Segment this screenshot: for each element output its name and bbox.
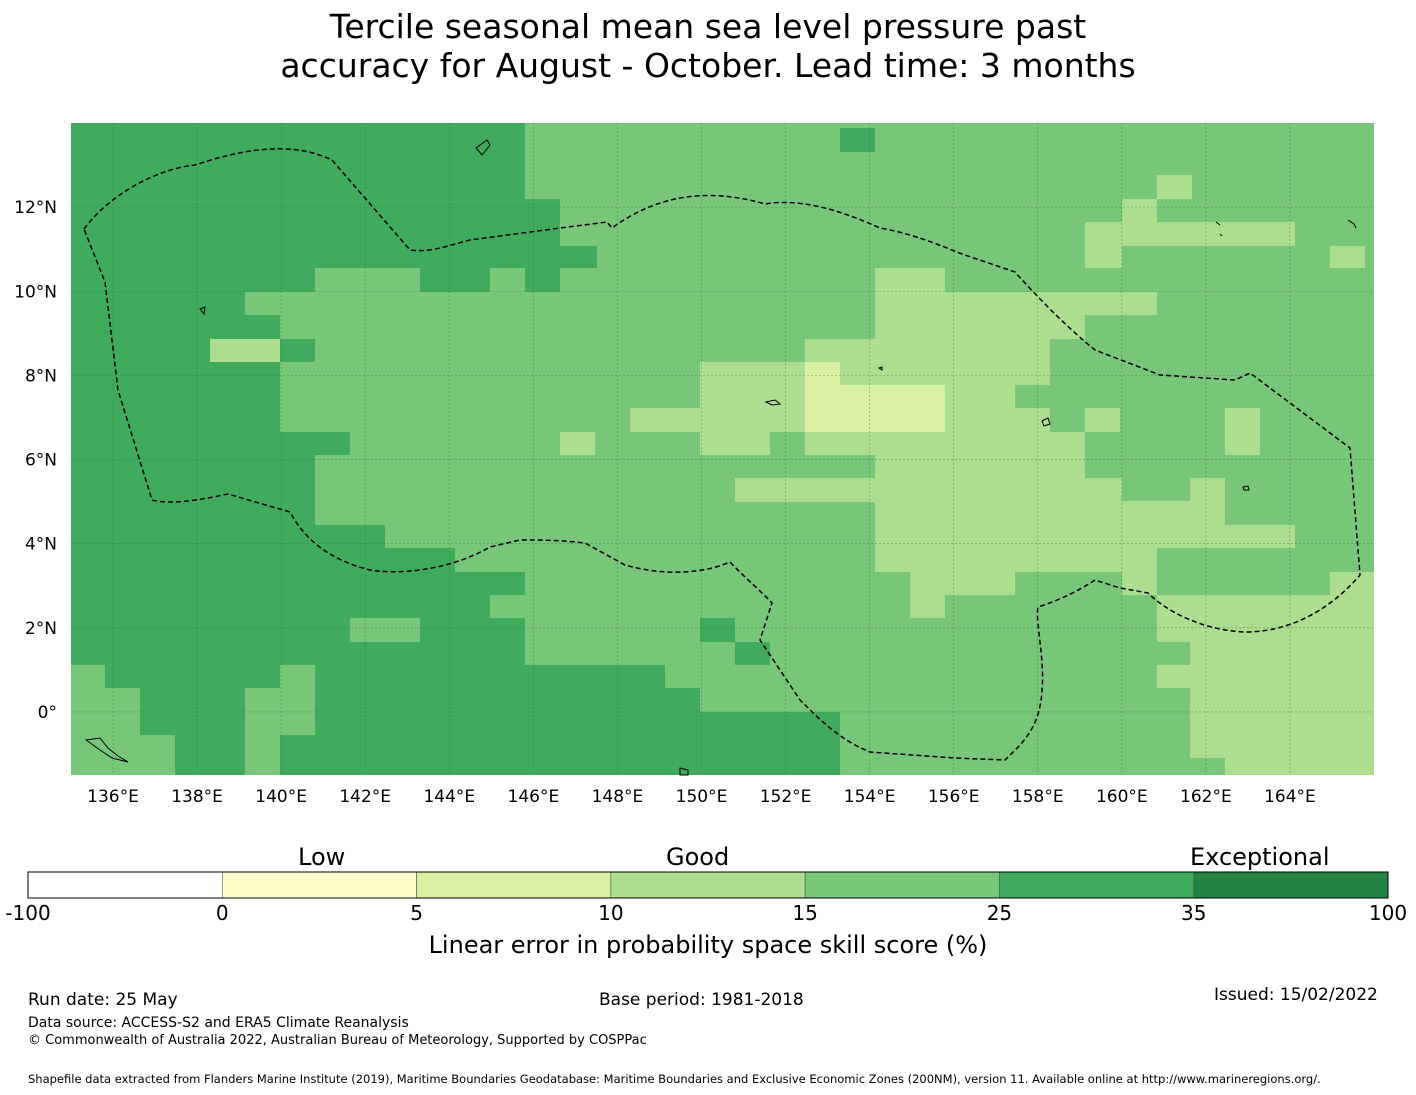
run-date: Run date: 25 May (28, 990, 178, 1010)
longitude-tick-label: 160°E (1096, 787, 1148, 807)
skill-region-low (805, 362, 945, 432)
skill-cell (1157, 175, 1192, 199)
data-source: Data source: ACCESS-S2 and ERA5 Climate … (28, 1015, 409, 1031)
eez-boundary (83, 148, 1361, 761)
colorbar-tick-label: 15 (792, 901, 817, 925)
longitude-tick-label: 140°E (255, 787, 307, 807)
latitude-tick-label: 2°N (25, 619, 57, 639)
map-title: Tercile seasonal mean sea level pressure… (0, 7, 1416, 85)
colorbar-swatch (804, 871, 1000, 899)
colorbar-swatch (221, 871, 417, 899)
longitude-tick-label: 138°E (171, 787, 223, 807)
colorbar-outline (27, 871, 1389, 899)
longitude-tick-label: 152°E (760, 787, 812, 807)
colorbar-tick-label: 0 (216, 901, 229, 925)
skill-cell (735, 642, 770, 665)
skill-region-medium-southeast (1122, 572, 1374, 775)
skill-cell (1330, 246, 1365, 268)
skill-region-high-west-main (71, 123, 840, 775)
copyright: © Commonwealth of Australia 2022, Austra… (28, 1033, 647, 1048)
issued-date: Issued: 15/02/2022 (1214, 985, 1378, 1005)
colorbar-category-exceptional: Exceptional (1190, 843, 1330, 871)
colorbar-tick-label: -100 (5, 901, 50, 925)
skill-cell (700, 618, 735, 642)
map-panel (71, 123, 1374, 776)
skill-cell (1122, 199, 1157, 222)
skill-cell (1225, 408, 1260, 455)
title-line-2: accuracy for August - October. Lead time… (280, 46, 1136, 85)
islands (84, 139, 1357, 776)
colorbar-swatch (999, 871, 1195, 899)
latitude-tick-label: 8°N (25, 366, 57, 386)
base-period: Base period: 1981-2018 (599, 990, 804, 1010)
longitude-tick-label: 136°E (87, 787, 139, 807)
latitude-labels: 12°N 10°N 8°N 6°N 4°N 2°N 0° (14, 198, 57, 723)
gridlines (71, 123, 1374, 775)
latitude-tick-label: 0° (38, 703, 57, 723)
longitude-tick-label: 164°E (1264, 787, 1316, 807)
skill-cell (560, 432, 595, 455)
title-line-1: Tercile seasonal mean sea level pressure… (329, 7, 1087, 46)
colorbar-tick-label: 100 (1369, 901, 1407, 925)
colorbar-category-good: Good (666, 843, 730, 871)
skill-cell (350, 618, 420, 642)
longitude-tick-label: 162°E (1180, 787, 1232, 807)
colorbar-swatch (610, 871, 806, 899)
colorbar-tick-label: 10 (598, 901, 623, 925)
latitude-tick-label: 12°N (14, 198, 57, 218)
longitude-labels: 136°E 138°E 140°E 142°E 144°E 146°E 148°E 150°E… (87, 787, 1316, 807)
longitude-tick-label: 150°E (676, 787, 728, 807)
longitude-tick-label: 154°E (844, 787, 896, 807)
colorbar-category-low: Low (298, 843, 346, 871)
skill-cell (490, 595, 525, 618)
longitude-tick-label: 148°E (592, 787, 644, 807)
colorbar-tick-label: 35 (1181, 901, 1206, 925)
skill-cell (1085, 408, 1120, 432)
colorbar-swatch (27, 871, 223, 899)
colorbar-tick-label: 25 (987, 901, 1012, 925)
latitude-tick-label: 6°N (25, 451, 57, 471)
longitude-tick-label: 156°E (928, 787, 980, 807)
colorbar: -100 0 5 10 15 25 35 100 (5, 871, 1407, 925)
longitude-tick-label: 158°E (1012, 787, 1064, 807)
colorbar-swatch (1193, 871, 1389, 899)
skill-cell (735, 478, 805, 502)
shapefile-credit: Shapefile data extracted from Flanders M… (28, 1072, 1321, 1086)
skill-cell (1050, 502, 1085, 525)
skill-region-medium-centre (630, 199, 1295, 618)
colorbar-swatch (416, 871, 612, 899)
longitude-tick-label: 142°E (339, 787, 391, 807)
skill-cell (840, 128, 875, 152)
colorbar-label: Linear error in probability space skill … (428, 931, 988, 959)
longitude-tick-label: 146°E (508, 787, 560, 807)
longitude-tick-label: 144°E (423, 787, 475, 807)
latitude-tick-label: 4°N (25, 535, 57, 555)
skill-cell (210, 339, 280, 362)
skill-region-southwest-2 (245, 665, 315, 775)
colorbar-tick-label: 5 (410, 901, 423, 925)
latitude-tick-label: 10°N (14, 282, 57, 302)
